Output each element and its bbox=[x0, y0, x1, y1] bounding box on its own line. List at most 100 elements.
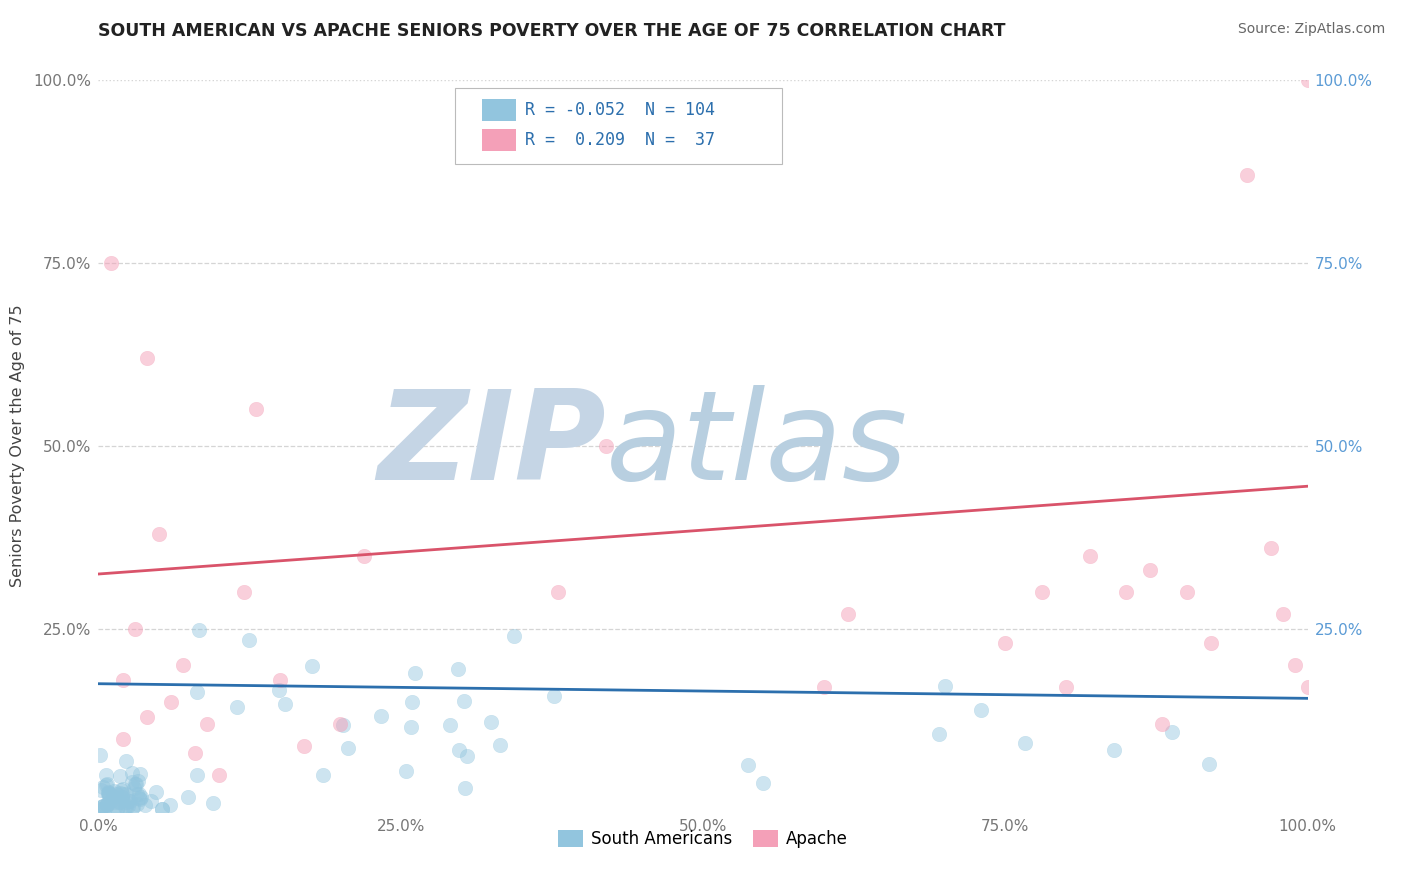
FancyBboxPatch shape bbox=[456, 87, 782, 164]
Point bbox=[274, 697, 297, 711]
Point bbox=[127, 774, 149, 789]
Point bbox=[115, 800, 138, 814]
Point bbox=[98, 788, 121, 802]
Point bbox=[124, 777, 146, 791]
Point bbox=[238, 632, 260, 647]
Point bbox=[479, 715, 502, 730]
Point bbox=[96, 777, 118, 791]
Point bbox=[118, 794, 141, 808]
Text: Source: ZipAtlas.com: Source: ZipAtlas.com bbox=[1237, 22, 1385, 37]
Point bbox=[91, 780, 114, 794]
Point bbox=[100, 794, 122, 808]
Point bbox=[1296, 681, 1319, 695]
Point bbox=[121, 801, 143, 815]
Point bbox=[103, 800, 125, 814]
Point bbox=[401, 696, 423, 710]
Text: R = -0.052  N = 104: R = -0.052 N = 104 bbox=[526, 101, 716, 119]
Point bbox=[150, 802, 173, 816]
Point bbox=[94, 768, 117, 782]
Point bbox=[737, 758, 759, 772]
Point bbox=[404, 665, 426, 680]
Point bbox=[124, 777, 146, 791]
Point bbox=[292, 739, 315, 753]
Point bbox=[135, 351, 157, 366]
Point bbox=[329, 717, 352, 731]
Legend: South Americans, Apache: South Americans, Apache bbox=[551, 823, 855, 855]
Point bbox=[111, 673, 134, 687]
Point bbox=[395, 764, 418, 779]
Point bbox=[337, 741, 360, 756]
Point bbox=[1296, 73, 1319, 87]
Point bbox=[502, 628, 524, 642]
Point bbox=[97, 788, 120, 802]
Point bbox=[301, 659, 323, 673]
Point bbox=[91, 798, 114, 813]
Point bbox=[1115, 585, 1137, 599]
Point bbox=[89, 748, 111, 763]
Point bbox=[543, 689, 565, 703]
Point bbox=[129, 792, 152, 806]
Point bbox=[111, 731, 134, 746]
Point bbox=[105, 802, 128, 816]
Point bbox=[122, 780, 145, 795]
Point bbox=[160, 695, 183, 709]
Point bbox=[90, 783, 112, 797]
Point bbox=[1198, 757, 1220, 772]
Point bbox=[1054, 681, 1077, 695]
Point bbox=[1260, 541, 1282, 556]
Point bbox=[332, 718, 354, 732]
Point bbox=[111, 782, 134, 797]
Point bbox=[1078, 549, 1101, 563]
Point bbox=[105, 802, 128, 816]
Point bbox=[447, 743, 470, 757]
Y-axis label: Seniors Poverty Over the Age of 75: Seniors Poverty Over the Age of 75 bbox=[10, 305, 25, 587]
Point bbox=[110, 782, 132, 797]
Point bbox=[150, 801, 173, 815]
Point bbox=[969, 702, 991, 716]
Point bbox=[456, 749, 478, 764]
Point bbox=[117, 799, 139, 814]
Point bbox=[1160, 725, 1182, 739]
Point bbox=[1031, 585, 1053, 599]
Point bbox=[128, 791, 150, 805]
Point bbox=[96, 797, 118, 812]
Point bbox=[96, 797, 118, 811]
Text: atlas: atlas bbox=[606, 385, 908, 507]
FancyBboxPatch shape bbox=[482, 99, 516, 121]
Point bbox=[201, 797, 224, 811]
Point bbox=[813, 681, 835, 695]
Point bbox=[177, 790, 200, 805]
Point bbox=[103, 790, 125, 805]
Point bbox=[108, 795, 131, 809]
Point bbox=[353, 549, 375, 563]
Point bbox=[94, 778, 117, 792]
Point bbox=[128, 787, 150, 801]
Point bbox=[111, 788, 134, 802]
Point bbox=[108, 795, 131, 809]
Point bbox=[110, 769, 132, 783]
Point bbox=[439, 718, 461, 732]
Point bbox=[114, 754, 136, 768]
Point bbox=[1175, 585, 1198, 599]
Point bbox=[454, 781, 477, 796]
Point bbox=[141, 794, 163, 808]
Point bbox=[1236, 169, 1258, 183]
Point bbox=[104, 795, 127, 809]
Point bbox=[121, 775, 143, 789]
Point bbox=[127, 787, 149, 801]
Point bbox=[114, 799, 136, 814]
Point bbox=[312, 767, 335, 781]
Point bbox=[148, 526, 170, 541]
Point bbox=[125, 797, 148, 811]
Point bbox=[186, 685, 208, 699]
Point bbox=[91, 798, 114, 813]
Text: ZIP: ZIP bbox=[378, 385, 606, 507]
Point bbox=[269, 683, 291, 698]
Point bbox=[184, 746, 207, 760]
Point bbox=[186, 768, 208, 782]
FancyBboxPatch shape bbox=[482, 129, 516, 151]
Point bbox=[111, 790, 134, 805]
Point bbox=[103, 784, 125, 798]
Point bbox=[837, 607, 859, 622]
Point bbox=[399, 720, 422, 734]
